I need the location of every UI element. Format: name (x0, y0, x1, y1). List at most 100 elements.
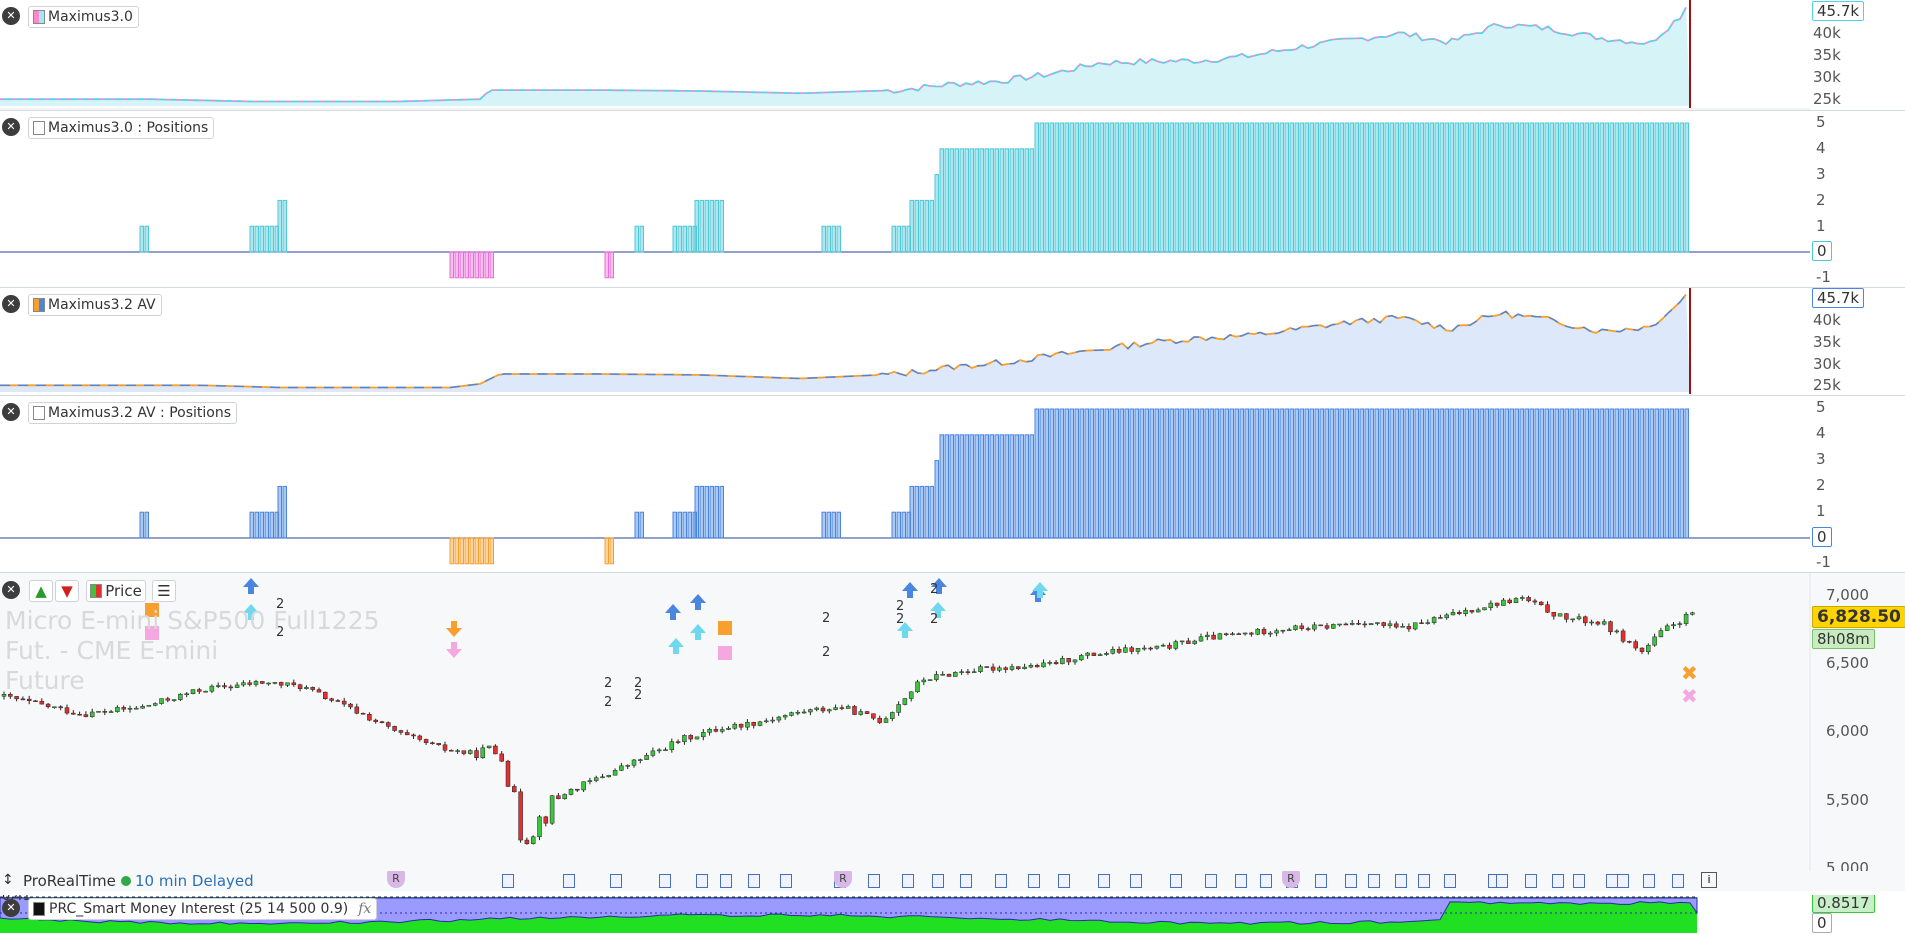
candle-up (902, 698, 908, 705)
report-event-icon[interactable]: R (1282, 871, 1300, 888)
news-event-icon[interactable] (1345, 874, 1357, 888)
news-event-icon[interactable] (659, 874, 671, 888)
candle-down (278, 682, 284, 686)
report-event-icon[interactable]: R (834, 871, 852, 888)
position-bar (672, 511, 677, 539)
buy-arrow-button[interactable]: ▲ (29, 580, 53, 602)
position-bar (821, 511, 826, 539)
candle-up (789, 712, 794, 716)
close-panel-icon[interactable]: ✕ (2, 295, 20, 313)
news-event-icon[interactable] (932, 874, 944, 888)
news-event-icon[interactable] (1552, 874, 1564, 888)
formula-icon[interactable]: fx (358, 901, 372, 917)
sell-arrow-button[interactable]: ▼ (55, 580, 79, 602)
position-bar (1514, 122, 1519, 253)
panel-label-positions30[interactable]: Maximus3.0 : Positions (28, 117, 215, 139)
candle-up (921, 679, 927, 683)
list-menu-button[interactable]: ☰ (152, 580, 176, 602)
close-panel-icon[interactable]: ✕ (2, 403, 20, 421)
candle-down (751, 722, 756, 726)
news-event-icon[interactable] (1395, 874, 1407, 888)
position-bar (1259, 408, 1264, 539)
position-bar (1074, 408, 1079, 539)
close-panel-icon[interactable]: ✕ (2, 581, 20, 599)
news-event-icon[interactable] (780, 874, 792, 888)
news-event-icon[interactable] (1418, 874, 1430, 888)
position-bar (891, 225, 896, 253)
position-bar (939, 148, 944, 253)
news-event-icon[interactable] (1170, 874, 1182, 888)
instrument-name: Micro E-mini S&P500 Full1225 (5, 606, 380, 635)
panel-label-positions32[interactable]: Maximus3.2 AV : Positions (28, 402, 238, 424)
news-event-icon[interactable] (1573, 874, 1585, 888)
candle-up (934, 674, 939, 680)
news-event-icon[interactable] (868, 874, 880, 888)
position-bar (1019, 148, 1024, 253)
candle-up (701, 732, 706, 738)
position-bar (1219, 408, 1224, 539)
price-label-button[interactable]: Price (86, 580, 146, 602)
position-bar (1329, 122, 1334, 253)
news-event-icon[interactable] (1130, 874, 1142, 888)
candle-down (228, 686, 234, 689)
news-event-icon[interactable] (1525, 874, 1537, 888)
close-panel-icon[interactable]: ✕ (2, 118, 20, 136)
delay-status-icon (121, 876, 131, 886)
news-event-icon[interactable] (563, 874, 575, 888)
position-bar (989, 148, 994, 253)
candle-down (1362, 623, 1368, 626)
news-event-icon[interactable] (1315, 874, 1327, 888)
news-event-icon[interactable] (902, 874, 914, 888)
news-event-icon[interactable] (1028, 874, 1040, 888)
position-bar (1499, 408, 1504, 539)
position-bar (994, 148, 999, 253)
close-panel-icon[interactable]: ✕ (2, 899, 20, 917)
news-event-icon[interactable] (1205, 874, 1217, 888)
news-event-icon[interactable] (1235, 874, 1247, 888)
news-event-icon[interactable] (1643, 874, 1655, 888)
news-event-icon[interactable] (1098, 874, 1110, 888)
news-event-icon[interactable] (1260, 874, 1272, 888)
candle-down (524, 839, 530, 844)
drawing-tools-icon[interactable]: ↕ (2, 872, 14, 888)
report-event-icon[interactable]: R (387, 871, 405, 888)
panel-label-maximus30[interactable]: Maximus3.0 (28, 6, 139, 28)
indicator-label[interactable]: PRC_Smart Money Interest (25 14 500 0.9)… (28, 898, 378, 920)
position-bar (1404, 408, 1409, 539)
position-bar (1644, 122, 1649, 253)
news-event-icon[interactable] (995, 874, 1007, 888)
position-bar (1509, 122, 1514, 253)
news-event-icon[interactable] (1368, 874, 1380, 888)
news-event-icon[interactable] (1444, 874, 1456, 888)
news-event-icon[interactable] (960, 874, 972, 888)
position-bar (1169, 122, 1174, 253)
panel-label-maximus32[interactable]: Maximus3.2 AV (28, 294, 162, 316)
candle-up (146, 705, 152, 707)
news-event-icon[interactable] (696, 874, 708, 888)
candle-up (1205, 634, 1210, 638)
axis-tick: 6,500 (1826, 654, 1869, 672)
position-bar (1384, 122, 1389, 253)
news-event-icon[interactable] (1617, 874, 1629, 888)
position-bar (944, 148, 949, 253)
info-icon[interactable]: i (1701, 872, 1717, 888)
position-bar (1324, 408, 1329, 539)
axis-tick: 3 (1816, 450, 1826, 468)
news-event-icon[interactable] (1672, 874, 1684, 888)
news-event-icon[interactable] (1058, 874, 1070, 888)
candle-up (134, 707, 139, 710)
position-bar (639, 511, 644, 539)
short-exit-arrow-icon (446, 642, 462, 658)
news-event-icon[interactable] (502, 874, 514, 888)
news-event-icon[interactable] (720, 874, 732, 888)
price-label-text: Price (105, 582, 142, 600)
equity-area-maximus30 (0, 7, 1690, 106)
candle-down (675, 741, 681, 743)
candle-down (1299, 625, 1305, 629)
close-panel-icon[interactable]: ✕ (2, 7, 20, 25)
news-event-icon[interactable] (748, 874, 760, 888)
candle-down (1406, 626, 1412, 630)
position-bar (979, 434, 984, 539)
news-event-icon[interactable] (610, 874, 622, 888)
news-event-icon[interactable] (1496, 874, 1508, 888)
